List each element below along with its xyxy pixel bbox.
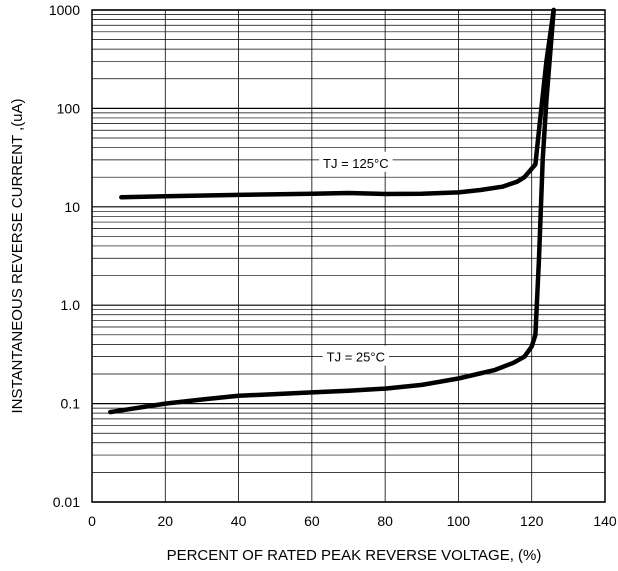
series-layer [108, 7, 556, 415]
y-tick-label: 1.0 [61, 297, 81, 313]
x-tick-label: 60 [304, 513, 320, 529]
y-axis-label: INSTANTANEOUS REVERSE CURRENT ,(uA) [9, 98, 26, 413]
x-tick-labels: 0 20 40 60 80 100 120 140 [88, 513, 617, 529]
x-tick-label: 100 [447, 513, 471, 529]
y-tick-label: 0.1 [61, 396, 81, 412]
y-tick-label: 1000 [49, 2, 80, 18]
x-tick-label: 40 [231, 513, 247, 529]
x-tick-label: 0 [88, 513, 96, 529]
major-gridlines [91, 9, 606, 503]
x-axis-label: PERCENT OF RATED PEAK REVERSE VOLTAGE, (… [167, 547, 542, 564]
minor-gridlines [92, 14, 605, 473]
x-tick-label: 20 [157, 513, 173, 529]
y-tick-labels: 0.01 0.1 1.0 10 100 1000 [49, 2, 80, 510]
plot-frame [91, 9, 606, 503]
y-tick-label: 0.01 [53, 494, 80, 510]
y-tick-label: 100 [57, 100, 81, 116]
series-label-1: TJ = 25°C [327, 350, 385, 365]
series-labels: TJ = 125°C TJ = 25°C [319, 151, 393, 366]
x-tick-label: 140 [593, 513, 617, 529]
series-label-bg [322, 345, 389, 366]
series-label-0: TJ = 125°C [323, 156, 389, 171]
series-line-1 [108, 7, 556, 415]
x-tick-label: 80 [377, 513, 393, 529]
y-tick-label: 10 [64, 199, 80, 215]
series-line-0 [119, 7, 556, 200]
series-label-bg [319, 151, 393, 172]
x-tick-label: 120 [520, 513, 544, 529]
